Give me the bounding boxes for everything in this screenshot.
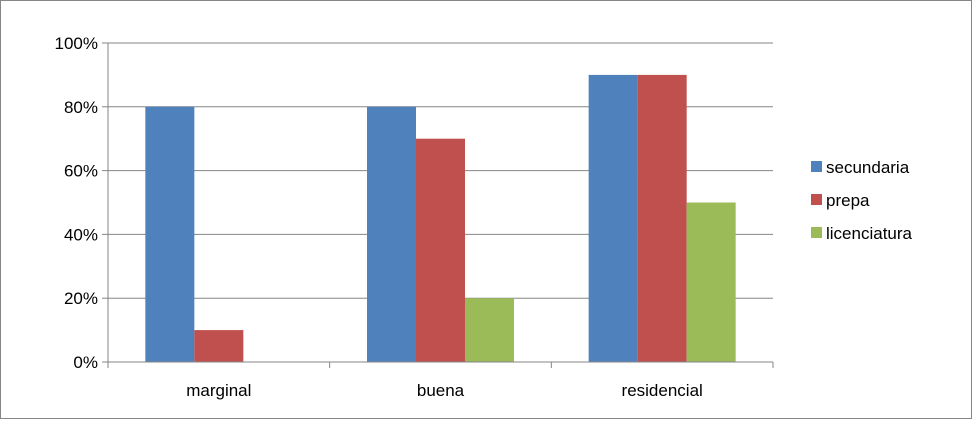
x-tick-label: residencial [622,381,703,400]
legend-swatch-secundaria [811,161,822,172]
y-tick-label: 60% [64,162,98,181]
bar-secundaria-buena [367,106,416,362]
bar-secundaria-marginal [145,106,195,362]
legend-label-licenciatura: licenciatura [826,224,913,243]
x-tick-label: buena [417,381,465,400]
y-tick-label: 40% [64,225,98,244]
bar-prepa-residencial [637,74,687,363]
y-tick-label: 80% [64,98,98,117]
bar-secundaria-residencial [588,74,638,363]
bar-prepa-marginal [194,330,244,362]
y-tick-label: 100% [55,34,98,53]
x-tick-label: marginal [186,381,251,400]
legend-label-secundaria: secundaria [826,158,910,177]
legend-swatch-licenciatura [811,227,822,238]
legend-swatch-prepa [811,194,822,205]
bar-prepa-buena [416,138,465,362]
y-tick-label: 20% [64,289,98,308]
bar-licenciatura-residencial [686,202,736,362]
y-tick-label: 0% [73,353,98,372]
legend-label-prepa: prepa [826,191,870,210]
bar-licenciatura-buena [465,298,514,362]
